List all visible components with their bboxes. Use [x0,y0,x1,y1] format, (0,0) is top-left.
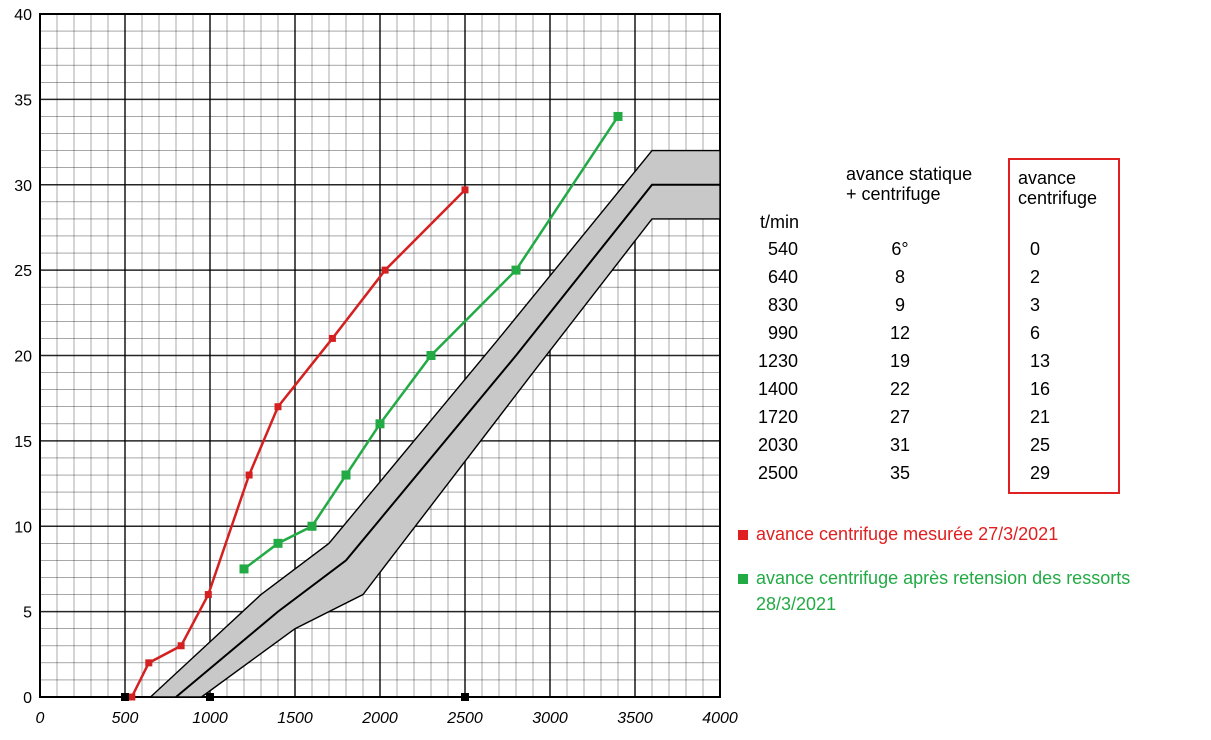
total-cell: 19 [889,351,911,371]
rpm-column: 540 640 830 990 1230 1400 1720 2030 2500 [748,235,798,487]
data-point-red [204,591,212,599]
y-tick-label: 10 [14,519,32,536]
header-total: avance statique + centrifuge [846,164,973,204]
data-point-green [511,265,521,275]
x-tick-label: 3000 [532,710,568,727]
total-advance-column: 6° 8 9 12 19 22 27 31 35 [880,235,920,487]
x-tick-label: 1500 [277,710,313,727]
y-tick-label: 30 [14,178,32,195]
header-centrifugal: avance centrifuge [1018,168,1098,208]
band-center-line [175,183,720,698]
chart-ticks: 0 500 1000 1500 2000 2500 3000 3500 4000 0 5 10 15 20… [14,7,738,727]
centrifugal-cell: 13 [1030,351,1051,371]
rpm-cell: 990 [767,323,798,343]
data-point-green [613,111,623,121]
centrifugal-advance-column: 0 2 3 6 13 16 21 25 29 [1030,235,1070,487]
x-tick-label: 3500 [617,710,653,727]
y-tick-label: 5 [23,605,32,622]
x-tick-label: 2500 [446,710,483,727]
total-cell: 22 [889,379,911,399]
data-point-red [177,642,185,650]
centrifugal-cell: 6 [1030,323,1041,343]
data-point-red [461,186,469,194]
centrifugal-cell: 25 [1030,435,1051,455]
x-axis-marker [461,693,469,701]
x-tick-label: 0 [36,710,45,727]
rpm-cell: 830 [767,295,798,315]
centrifugal-cell: 0 [1030,239,1041,259]
rpm-cell: 1230 [757,351,798,371]
y-tick-label: 40 [14,7,32,24]
total-cell: 12 [889,323,911,343]
centrifugal-cell: 3 [1030,295,1041,315]
plot-frame [39,13,721,698]
rpm-cell: 2500 [757,463,798,483]
y-tick-label: 0 [23,690,32,707]
total-cell: 27 [889,407,911,427]
data-point-red [128,693,136,701]
y-tick-label: 15 [14,434,32,451]
rpm-cell: 2030 [757,435,798,455]
rpm-cell: 640 [767,267,798,287]
legend-red-label: avance centrifuge mesurée 27/3/2021 [756,524,1059,544]
centrifugal-box [1008,158,1120,494]
x-tick-label: 500 [112,710,139,727]
y-tick-label: 25 [14,263,32,280]
data-point-red [274,403,282,411]
total-cell: 8 [894,267,905,287]
rpm-cell: 1400 [757,379,798,399]
rpm-cell: 1720 [757,407,798,427]
legend-red: avance centrifuge mesurée 27/3/2021 [738,522,1058,546]
red-square-icon [738,530,748,541]
centrifugal-cell: 29 [1030,463,1051,483]
x-axis-marker [206,693,214,701]
total-cell: 31 [889,435,911,455]
data-point-green [426,351,436,360]
data-point-red [245,471,253,479]
legend-green: avance centrifuge après retension des re… [738,566,1130,590]
legend-green-line2: 28/3/2021 [756,594,837,614]
legend-green-label: avance centrifuge après retension des re… [756,568,1131,588]
x-tick-label: 4000 [702,710,738,727]
x-tick-label: 1000 [192,710,228,727]
centrifugal-cell: 2 [1030,267,1041,287]
data-point-red [381,266,389,274]
series-line-green [243,115,620,570]
total-cell: 6° [891,239,909,259]
y-tick-label: 35 [14,92,32,109]
data-point-green [273,538,283,548]
y-tick-label: 20 [14,349,32,366]
x-tick-label: 2000 [361,710,398,727]
data-point-green [239,564,249,574]
total-cell: 9 [894,295,905,315]
header-rpm: t/min [760,212,800,232]
green-square-icon [738,574,748,585]
data-point-red [328,334,336,342]
data-point-green [307,521,317,531]
rpm-cell: 540 [767,239,798,259]
centrifugal-cell: 21 [1030,407,1051,427]
band-area [148,149,721,698]
chart-series [121,111,623,701]
x-axis-marker [121,693,129,701]
centrifugal-cell: 16 [1030,379,1051,399]
data-point-green [375,419,385,429]
data-point-green [341,470,351,480]
data-point-red [145,659,153,667]
tolerance-band [148,149,721,698]
total-cell: 35 [889,463,911,483]
